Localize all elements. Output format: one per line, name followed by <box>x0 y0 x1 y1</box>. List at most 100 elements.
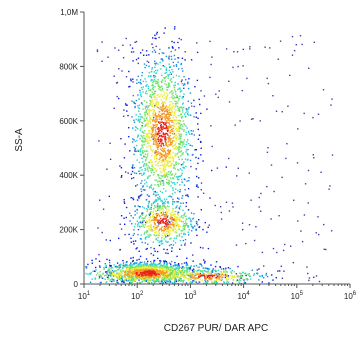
data-point <box>169 120 171 122</box>
data-point <box>217 279 219 281</box>
data-point <box>141 140 143 142</box>
data-point <box>137 57 140 59</box>
data-point <box>283 270 285 272</box>
data-point <box>182 225 184 228</box>
data-point <box>109 142 111 144</box>
data-point <box>163 204 166 207</box>
data-point <box>119 223 121 225</box>
data-point <box>160 212 162 214</box>
data-point <box>192 227 194 229</box>
data-point <box>143 141 145 143</box>
data-point <box>189 278 191 280</box>
data-point <box>141 213 143 215</box>
data-point <box>133 139 135 141</box>
data-point <box>173 164 175 166</box>
data-point <box>177 211 179 214</box>
data-point <box>165 105 168 107</box>
data-point <box>231 272 233 275</box>
data-point <box>123 270 126 272</box>
data-point <box>215 281 217 283</box>
data-point <box>154 51 157 53</box>
data-point <box>166 182 168 185</box>
data-point <box>155 72 158 74</box>
data-point <box>174 275 177 278</box>
data-point <box>155 210 157 213</box>
data-point <box>165 232 168 235</box>
data-point <box>134 150 136 152</box>
data-point <box>157 237 159 239</box>
data-point <box>115 266 117 269</box>
data-point <box>91 259 93 262</box>
data-point <box>174 144 176 146</box>
data-point <box>197 128 199 131</box>
data-point <box>259 120 261 122</box>
data-point <box>162 272 165 274</box>
data-point <box>128 233 130 236</box>
data-point <box>193 278 196 280</box>
data-point <box>167 223 169 226</box>
data-point <box>104 275 106 277</box>
data-point <box>154 231 156 234</box>
data-point <box>170 270 172 272</box>
data-point <box>179 220 181 222</box>
data-point <box>139 267 141 270</box>
data-point <box>293 50 296 52</box>
data-point <box>160 86 162 89</box>
data-point <box>122 262 125 264</box>
data-point <box>161 175 164 177</box>
data-point <box>186 82 189 84</box>
data-point <box>167 141 169 143</box>
data-point <box>154 112 157 114</box>
data-point <box>182 275 184 277</box>
data-point <box>170 181 172 183</box>
data-point <box>154 218 157 220</box>
data-point <box>182 70 184 72</box>
data-point <box>207 268 210 270</box>
data-point <box>162 133 165 135</box>
data-point <box>244 272 247 274</box>
data-point <box>174 168 176 170</box>
data-point <box>176 205 178 207</box>
data-point <box>131 269 133 271</box>
data-point <box>175 280 178 283</box>
data-point <box>165 211 168 213</box>
data-point <box>153 262 155 264</box>
data-point <box>183 161 185 163</box>
data-point <box>173 237 175 240</box>
data-point <box>189 159 192 162</box>
data-point <box>190 274 193 276</box>
data-point <box>119 249 121 251</box>
data-point <box>163 32 165 34</box>
data-point <box>141 88 144 91</box>
data-point <box>194 86 196 88</box>
data-point <box>153 273 155 275</box>
data-point <box>178 235 181 237</box>
data-point <box>127 172 129 174</box>
data-point <box>157 221 159 223</box>
data-point <box>151 99 154 101</box>
data-point <box>131 100 133 102</box>
data-point <box>158 229 160 231</box>
data-point <box>169 131 171 134</box>
data-point <box>166 113 169 116</box>
data-point <box>292 261 294 264</box>
data-point <box>170 272 173 274</box>
data-point <box>196 42 198 44</box>
data-point <box>166 113 168 115</box>
data-point <box>106 271 108 273</box>
data-point <box>157 175 160 177</box>
data-point <box>128 127 130 129</box>
data-point <box>181 140 183 143</box>
data-point <box>182 109 184 111</box>
data-point <box>144 138 147 141</box>
data-point <box>169 71 172 74</box>
data-point <box>224 276 226 279</box>
data-point <box>182 230 184 232</box>
data-point <box>178 87 180 90</box>
data-point <box>125 271 127 274</box>
data-point <box>138 275 140 277</box>
data-point <box>167 181 169 184</box>
data-point <box>172 130 175 132</box>
data-point <box>315 232 317 234</box>
data-point <box>238 278 241 280</box>
